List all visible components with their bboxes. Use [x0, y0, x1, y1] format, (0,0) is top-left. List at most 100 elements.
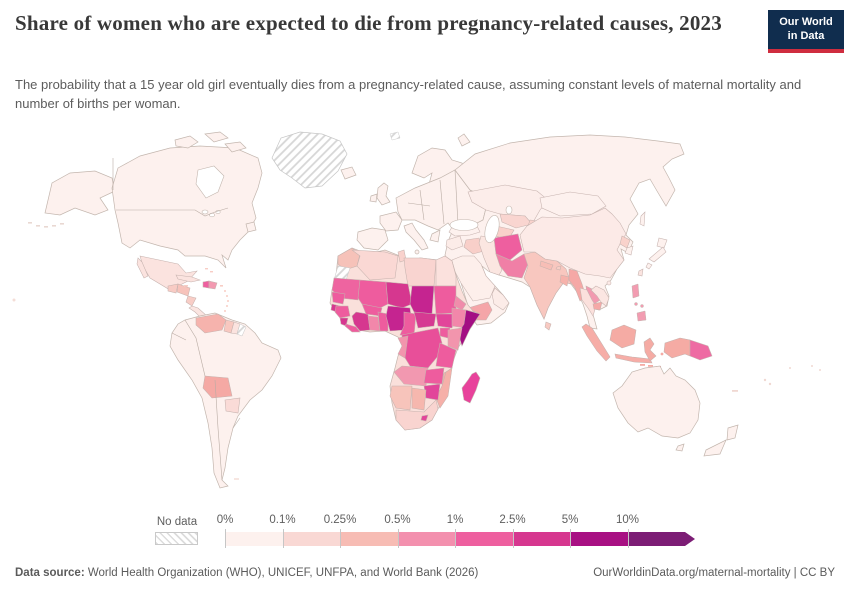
- country-bangladesh[interactable]: [559, 274, 570, 287]
- country-taiwan[interactable]: [637, 268, 644, 277]
- country-south-korea[interactable]: [624, 245, 634, 256]
- country-guatemala[interactable]: [167, 283, 179, 294]
- island-new-guinea-west[interactable]: [663, 337, 691, 359]
- country-angola[interactable]: [393, 365, 429, 387]
- canadian-arctic-islands: [174, 131, 247, 153]
- country-vietnam[interactable]: [590, 285, 610, 307]
- country-togo-benin[interactable]: [377, 311, 389, 332]
- owid-logo[interactable]: Our World in Data: [768, 10, 844, 53]
- legend-bin-2[interactable]: [340, 532, 398, 546]
- legend-bin-7[interactable]: [627, 532, 685, 546]
- country-cuba[interactable]: [175, 274, 201, 283]
- country-greece[interactable]: [429, 229, 441, 243]
- country-united-kingdom[interactable]: [376, 182, 391, 206]
- country-china[interactable]: [519, 207, 627, 279]
- island-sumatra[interactable]: [581, 323, 611, 362]
- country-botswana[interactable]: [411, 387, 427, 411]
- country-bolivia[interactable]: [202, 375, 233, 399]
- country-zambia[interactable]: [423, 367, 445, 385]
- country-new-zealand[interactable]: [703, 424, 739, 457]
- country-dominican-republic[interactable]: [208, 280, 218, 290]
- region-south-america[interactable]: [169, 312, 282, 489]
- country-saudi-arabia[interactable]: [451, 255, 496, 302]
- country-somalia[interactable]: [457, 309, 481, 347]
- legend-bin-1[interactable]: [282, 532, 340, 546]
- country-south-africa[interactable]: [395, 399, 439, 431]
- country-iceland[interactable]: [340, 166, 357, 180]
- legend-tick-label: 0%: [216, 514, 234, 526]
- no-data-label: No data: [156, 516, 198, 528]
- country-honduras[interactable]: [176, 283, 191, 297]
- country-nepal[interactable]: [539, 260, 554, 271]
- country-guinea[interactable]: [334, 305, 351, 319]
- country-liberia[interactable]: [344, 323, 361, 333]
- legend-bin-0[interactable]: [225, 532, 283, 546]
- country-france[interactable]: [379, 211, 403, 232]
- legend-bin-3[interactable]: [397, 532, 455, 546]
- country-nicaragua[interactable]: [185, 295, 197, 307]
- country-australia[interactable]: [612, 365, 701, 439]
- island-java[interactable]: [614, 353, 653, 364]
- country-thailand[interactable]: [579, 287, 597, 317]
- country-chad[interactable]: [409, 285, 435, 315]
- country-namibia[interactable]: [389, 385, 413, 411]
- region-oceania[interactable]: [581, 283, 821, 457]
- baja-california: [136, 257, 149, 279]
- europe-borders: [407, 169, 459, 225]
- legend-bin-6[interactable]: [570, 532, 628, 546]
- country-tanzania[interactable]: [435, 342, 457, 369]
- country-italy[interactable]: [403, 222, 429, 251]
- world-choropleth-map[interactable]: [0, 128, 850, 505]
- no-data-swatch[interactable]: [155, 532, 198, 545]
- country-oman[interactable]: [491, 287, 510, 311]
- country-libya[interactable]: [403, 257, 437, 287]
- country-spain-portugal[interactable]: [356, 227, 389, 251]
- legend-colorbar[interactable]: [225, 532, 695, 546]
- country-senegal-gambia[interactable]: [331, 291, 346, 305]
- country-cambodia[interactable]: [592, 301, 603, 311]
- country-greenland[interactable]: [271, 131, 348, 189]
- country-united-states-alaska[interactable]: [44, 170, 116, 216]
- country-ireland[interactable]: [369, 193, 378, 203]
- country-canada-usa[interactable]: [111, 145, 263, 269]
- country-central-african-republic[interactable]: [413, 311, 437, 329]
- country-madagascar[interactable]: [461, 371, 481, 404]
- region-north-america[interactable]: [12, 131, 348, 321]
- country-venezuela[interactable]: [195, 313, 227, 334]
- country-niger[interactable]: [385, 281, 413, 309]
- country-ghana[interactable]: [367, 315, 381, 332]
- country-pakistan[interactable]: [495, 253, 529, 279]
- island-borneo[interactable]: [609, 324, 637, 349]
- country-papua-new-guinea[interactable]: [689, 339, 713, 361]
- page-title: Share of women who are expected to die f…: [15, 11, 722, 35]
- country-congo-gabon[interactable]: [397, 335, 409, 359]
- country-zimbabwe[interactable]: [423, 383, 441, 401]
- country-japan[interactable]: [645, 237, 668, 270]
- country-uzbekistan[interactable]: [499, 213, 533, 229]
- country-lesotho[interactable]: [420, 414, 429, 422]
- island-tasmania: [675, 443, 685, 452]
- country-mali[interactable]: [357, 279, 389, 309]
- region-levant[interactable]: [445, 235, 464, 251]
- region-africa[interactable]: [329, 247, 481, 431]
- country-sri-lanka[interactable]: [544, 321, 552, 331]
- country-mexico[interactable]: [139, 255, 198, 291]
- country-south-sudan[interactable]: [435, 313, 457, 329]
- country-afghanistan[interactable]: [493, 233, 523, 261]
- country-algeria[interactable]: [351, 249, 399, 281]
- country-paraguay[interactable]: [224, 397, 241, 414]
- legend-bin-5[interactable]: [512, 532, 570, 546]
- country-mongolia[interactable]: [539, 191, 607, 217]
- legend-tick-label: 10%: [615, 514, 640, 526]
- legend-tick-label: 1%: [446, 514, 464, 526]
- territory-french-guiana[interactable]: [236, 323, 247, 337]
- country-mozambique[interactable]: [435, 367, 453, 409]
- region-asia[interactable]: [444, 133, 685, 331]
- owid-link[interactable]: OurWorldinData.org/maternal-mortality | …: [593, 567, 835, 579]
- island-sulawesi[interactable]: [643, 337, 657, 362]
- region-europe[interactable]: [340, 131, 487, 255]
- country-haiti[interactable]: [202, 280, 210, 289]
- country-philippines[interactable]: [631, 283, 647, 322]
- country-kenya[interactable]: [447, 327, 463, 351]
- legend-bin-4[interactable]: [455, 532, 513, 546]
